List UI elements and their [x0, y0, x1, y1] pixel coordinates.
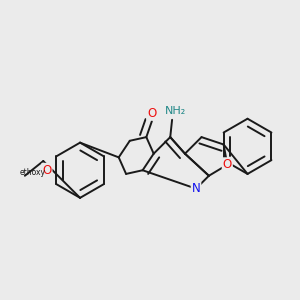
Text: ethoxy: ethoxy — [19, 168, 45, 177]
Text: O: O — [223, 158, 232, 171]
Text: O: O — [147, 107, 157, 120]
Text: N: N — [192, 182, 200, 195]
Text: O: O — [42, 164, 52, 177]
Text: NH₂: NH₂ — [165, 106, 186, 116]
